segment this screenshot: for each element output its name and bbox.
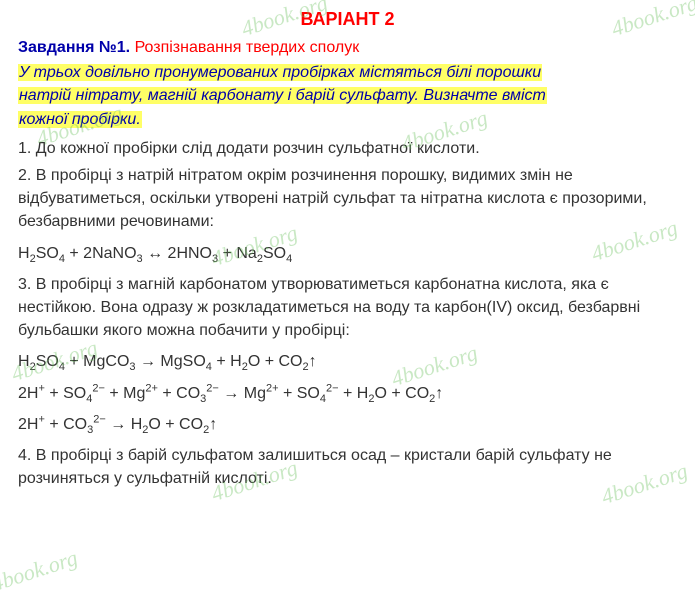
step-2: 2. В пробірці з натрій нітратом окрім ро…: [18, 164, 677, 234]
eq1-part: 2HNO: [168, 245, 212, 262]
eq1-part: + 2NaNO: [65, 245, 137, 262]
document-page: ВАРІАНТ 2 Завдання №1. Розпізнавання тве…: [0, 0, 695, 504]
eq1-part: SO: [36, 245, 59, 262]
step-3: 3. В пробірці з магній карбонатом утворю…: [18, 273, 677, 343]
task-prompt: У трьох довільно пронумерованих пробірка…: [18, 61, 677, 131]
step-4: 4. В пробірці з барій сульфатом залишить…: [18, 444, 677, 490]
eq1-sub: 4: [286, 253, 292, 265]
prompt-line-2: натрій нітрату, магній карбонату і барій…: [18, 87, 547, 104]
eq1-part: + Na: [218, 245, 257, 262]
watermark: 4book.org: [0, 542, 82, 600]
eq1-part: H: [18, 245, 30, 262]
equation-3-ionic: 2H+ + SO42− + Mg2+ + CO32− → Mg2+ + SO42…: [18, 382, 677, 405]
step-1: 1. До кожної пробірки слід додати розчин…: [18, 137, 677, 160]
eq1-arrow: ↔: [143, 245, 168, 262]
equation-1: H2SO4 + 2NaNO3 ↔ 2HNO3 + Na2SO4: [18, 242, 677, 265]
prompt-line-1: У трьох довільно пронумерованих пробірка…: [18, 64, 542, 81]
task-title: Розпізнавання твердих сполук: [135, 39, 360, 56]
equation-2: H2SO4 + MgCO3 → MgSO4 + H2O + CO2↑: [18, 350, 677, 373]
task-heading: Завдання №1. Розпізнавання твердих сполу…: [18, 36, 677, 59]
task-label: Завдання №1.: [18, 39, 130, 56]
equation-4-net-ionic: 2H+ + CO32− → H2O + CO2↑: [18, 413, 677, 436]
variant-title: ВАРІАНТ 2: [18, 6, 677, 32]
eq1-part: SO: [263, 245, 286, 262]
prompt-line-3: кожної пробірки.: [18, 111, 142, 128]
